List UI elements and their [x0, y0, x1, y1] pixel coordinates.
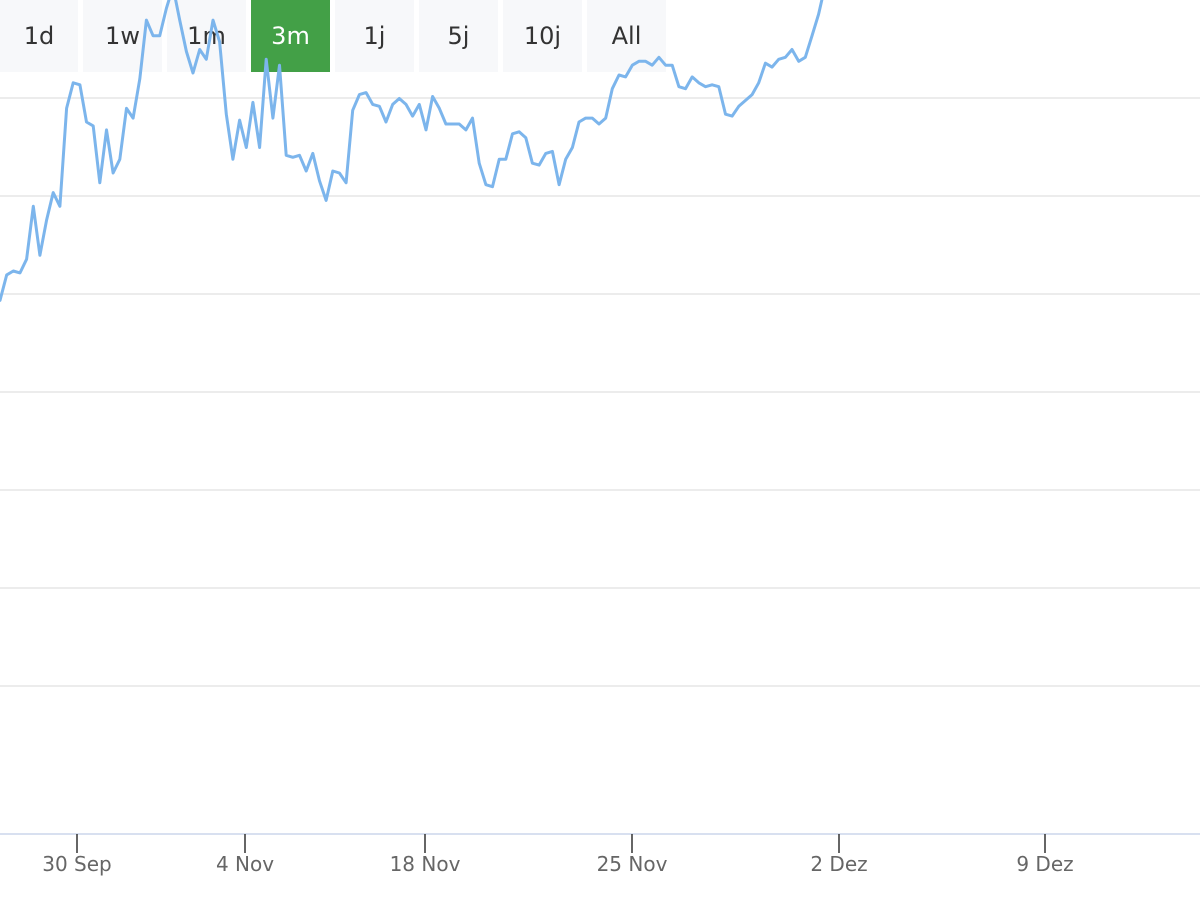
x-tick-label: 30 Sep: [42, 852, 112, 876]
x-tick-label: 9 Dez: [1016, 852, 1073, 876]
range-button-1w[interactable]: 1w: [83, 0, 162, 72]
range-button-3m[interactable]: 3m: [251, 0, 330, 72]
range-button-1j[interactable]: 1j: [335, 0, 414, 72]
x-tick-label: 18 Nov: [390, 852, 461, 876]
x-tick-label: 4 Nov: [216, 852, 274, 876]
range-button-all[interactable]: All: [587, 0, 666, 72]
range-button-5j[interactable]: 5j: [419, 0, 498, 72]
range-button-10j[interactable]: 10j: [503, 0, 582, 72]
price-series-line: [0, 0, 824, 302]
grid-lines: [0, 97, 1200, 687]
range-button-1d[interactable]: 1d: [0, 0, 78, 72]
x-tick-label: 2 Dez: [810, 852, 867, 876]
x-tick-label: 25 Nov: [597, 852, 668, 876]
x-axis: 30 Sep 4 Nov 18 Nov 25 Nov 2 Dez 9 Dez: [42, 834, 1074, 876]
